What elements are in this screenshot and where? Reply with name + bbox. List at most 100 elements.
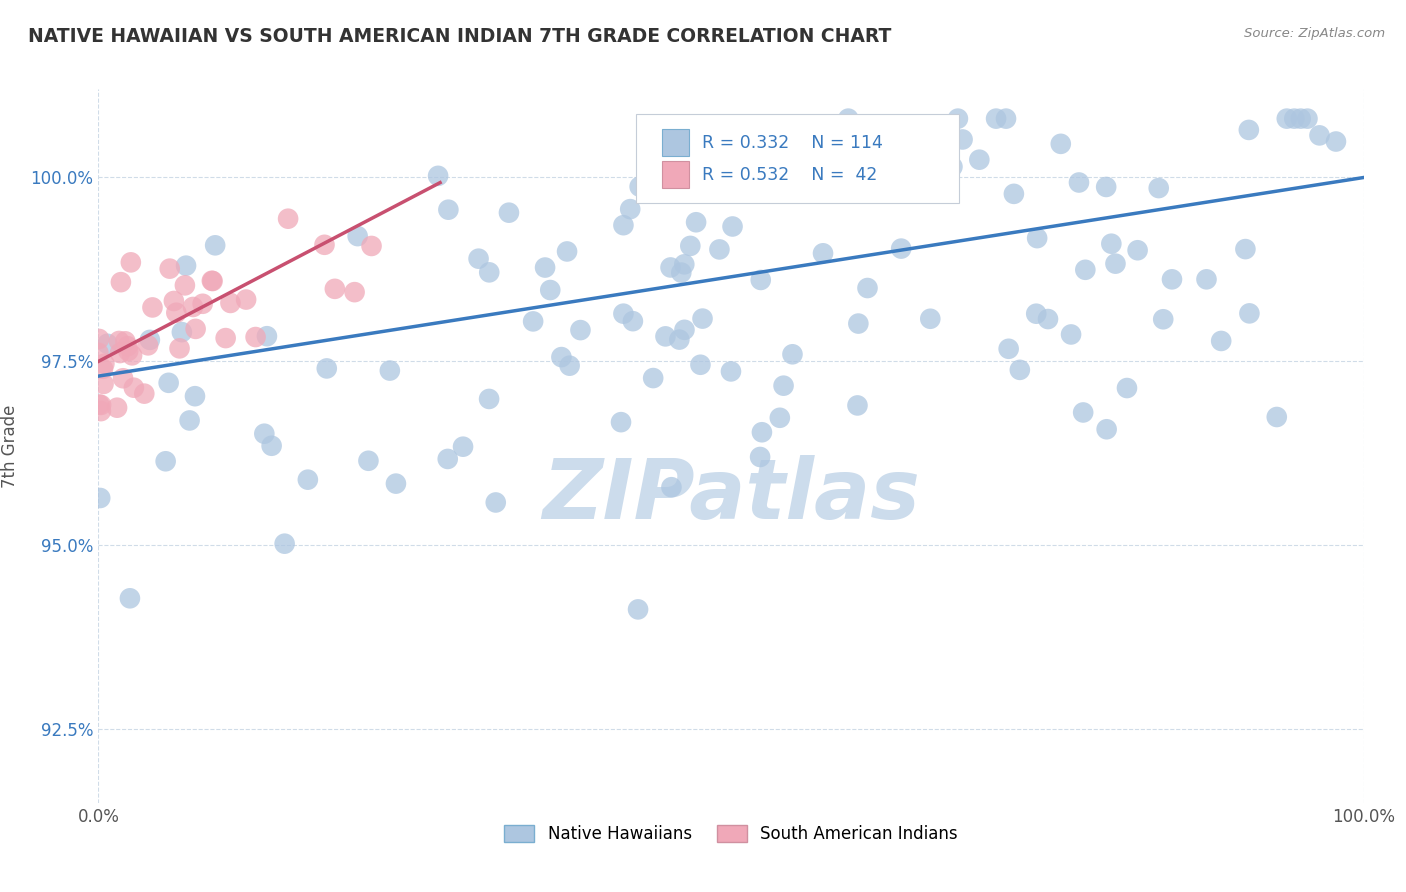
Point (1074, 262, 1097, 277)
Point (120, 255, 142, 269)
Point (1104, 257, 1126, 271)
Point (702, 174, 724, 188)
Point (846, 317, 869, 331)
Point (184, 389, 207, 403)
Point (679, 239, 702, 253)
Point (159, 261, 181, 276)
Point (969, 153, 991, 167)
Point (619, 202, 641, 216)
Point (163, 293, 186, 308)
Point (87, 346, 110, 360)
Point (522, 314, 544, 328)
Point (357, 454, 380, 468)
Point (995, 112, 1018, 126)
Point (323, 282, 346, 296)
Point (245, 330, 267, 344)
Point (1095, 422, 1118, 436)
Point (191, 297, 214, 311)
Point (921, 172, 943, 186)
Bar (661, 161, 689, 188)
Point (89, 397, 111, 411)
Point (273, 537, 295, 551)
Point (314, 237, 336, 252)
Point (1195, 272, 1218, 286)
Point (769, 410, 792, 425)
Point (1147, 181, 1170, 195)
Point (219, 296, 242, 310)
Point (134, 386, 156, 401)
Point (890, 242, 912, 256)
Point (485, 495, 508, 509)
Point (1099, 236, 1122, 251)
Point (720, 364, 742, 378)
Point (1152, 312, 1174, 326)
Point (110, 275, 132, 289)
Point (478, 392, 501, 406)
Point (437, 202, 460, 217)
Point (165, 306, 187, 320)
Point (1237, 123, 1260, 137)
Point (108, 346, 131, 360)
Point (91, 361, 114, 376)
Point (184, 322, 207, 336)
Point (1049, 136, 1071, 151)
Point (1060, 327, 1083, 342)
Point (121, 348, 143, 362)
Text: R = 0.332    N = 114: R = 0.332 N = 114 (702, 134, 883, 152)
Point (1234, 242, 1257, 256)
Point (709, 243, 731, 257)
Point (498, 205, 520, 219)
Y-axis label: 7th Grade: 7th Grade (1, 404, 20, 488)
Point (174, 278, 197, 293)
Point (157, 376, 180, 390)
Point (846, 399, 869, 413)
Point (661, 480, 683, 494)
Point (1116, 381, 1139, 395)
Point (201, 274, 224, 288)
Point (253, 426, 276, 441)
Point (90, 404, 112, 418)
Point (108, 334, 131, 348)
Point (1161, 272, 1184, 286)
Point (934, 186, 956, 200)
Text: R = 0.532    N =  42: R = 0.532 N = 42 (702, 166, 877, 184)
Point (1126, 244, 1149, 258)
Point (90, 398, 112, 412)
Point (277, 211, 299, 226)
Point (621, 314, 644, 328)
Point (385, 476, 408, 491)
Point (170, 325, 193, 339)
Point (538, 283, 561, 297)
Point (451, 440, 474, 454)
Point (201, 274, 224, 288)
Point (105, 401, 128, 415)
Point (1036, 312, 1059, 326)
Point (952, 132, 974, 146)
Point (654, 329, 676, 343)
Point (114, 334, 136, 349)
Point (569, 323, 592, 337)
Point (748, 140, 770, 154)
Legend: Native Hawaiians, South American Indians: Native Hawaiians, South American Indians (499, 820, 963, 848)
Text: ZIPatlas: ZIPatlas (543, 456, 920, 536)
Point (93, 376, 115, 391)
Point (643, 371, 665, 385)
Point (467, 252, 489, 266)
Point (436, 451, 458, 466)
Point (984, 112, 1007, 126)
Point (628, 179, 651, 194)
Text: Source: ZipAtlas.com: Source: ZipAtlas.com (1244, 27, 1385, 40)
Point (1284, 112, 1306, 126)
Point (181, 300, 204, 314)
Point (141, 301, 163, 315)
Point (749, 273, 772, 287)
Text: NATIVE HAWAIIAN VS SOUTH AMERICAN INDIAN 7TH GRADE CORRELATION CHART: NATIVE HAWAIIAN VS SOUTH AMERICAN INDIAN… (28, 27, 891, 45)
Point (1095, 180, 1118, 194)
Point (89, 491, 111, 505)
Point (96, 336, 118, 351)
Point (1002, 186, 1025, 201)
Bar (661, 129, 689, 156)
Point (87, 332, 110, 346)
Point (235, 293, 257, 307)
Point (346, 229, 368, 244)
